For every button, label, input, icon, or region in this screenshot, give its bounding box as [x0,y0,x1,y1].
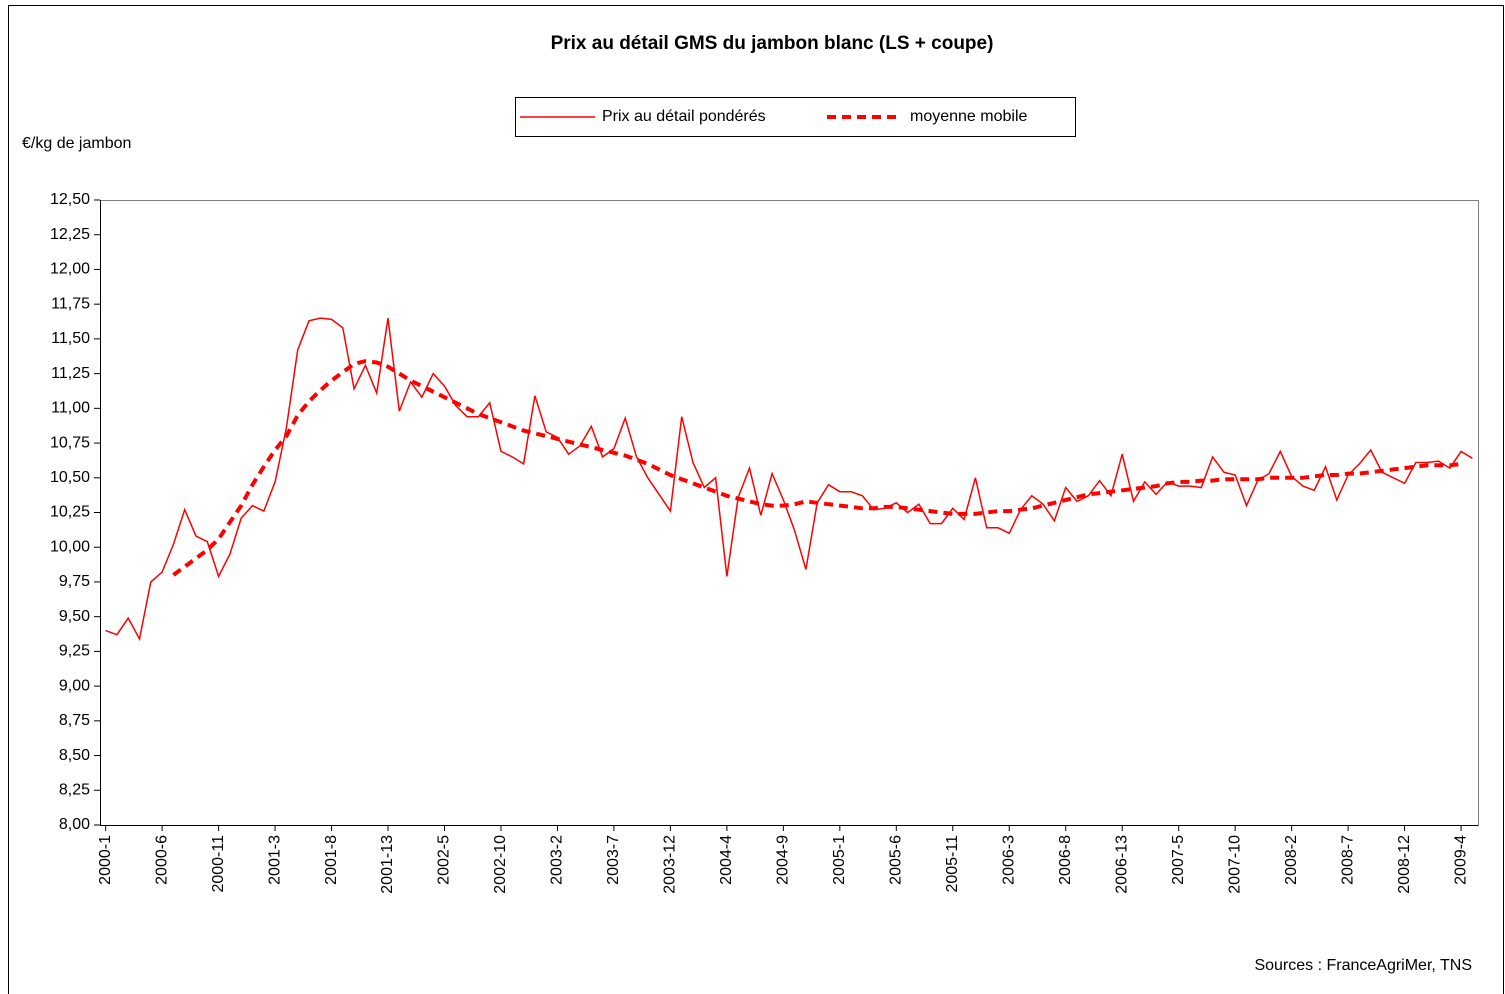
y-tick-label: 11,50 [51,330,90,347]
x-tick-label: 2004-4 [718,835,735,885]
x-tick-label: 2005-1 [831,835,848,885]
y-tick-label: 10,00 [50,538,90,555]
y-tick-label: 10,50 [50,469,90,486]
y-tick-label: 11,75 [51,295,90,312]
y-tick-label: 10,25 [50,504,90,521]
series-line [172,359,1462,577]
x-tick-label: 2001-3 [266,835,283,885]
y-tick-label: 9,75 [59,573,90,590]
y-axis-label: €/kg de jambon [22,135,131,152]
legend-box [515,97,1076,137]
y-tick-label: 12,50 [50,191,90,208]
x-tick-label: 2006-8 [1057,835,1074,885]
x-tick-label: 2000-11 [210,835,227,893]
x-tick-label: 2000-6 [153,835,170,885]
source-note: Sources : FranceAgriMer, TNS [1254,957,1472,974]
y-tick-label: 9,25 [59,643,90,660]
x-tick-label: 2005-6 [888,835,905,885]
x-tick-label: 2008-7 [1339,835,1356,885]
x-tick-label: 2000-1 [97,835,114,885]
y-tick-label: 11,25 [51,365,90,382]
x-tick-label: 2002-10 [492,835,509,894]
y-tick-label: 9,50 [59,608,90,625]
y-tick-label: 8,25 [59,781,90,798]
x-tick-label: 2002-5 [436,835,453,885]
series-line [105,317,1473,642]
x-tick-label: 2006-3 [1000,835,1017,885]
x-tick-label: 2007-5 [1170,835,1187,885]
y-tick-label: 12,25 [50,226,90,243]
x-tick-label: 2003-7 [605,835,622,885]
x-tick-label: 2003-12 [662,835,679,894]
x-tick-label: 2008-12 [1396,835,1413,894]
legend-label: Prix au détail pondérés [602,108,766,125]
y-tick-label: 11,00 [51,400,90,417]
y-tick-label: 9,00 [59,677,90,694]
y-tick-label: 8,75 [59,712,90,729]
legend-label: moyenne mobile [910,108,1028,125]
y-tick-label: 8,00 [59,816,90,833]
x-tick-label: 2005-11 [944,835,961,893]
x-tick-label: 2004-9 [775,835,792,885]
x-tick-label: 2001-8 [323,835,340,885]
chart-frame [8,5,1504,994]
y-tick-label: 8,50 [59,747,90,764]
x-tick-label: 2007-10 [1226,835,1243,894]
y-tick-label: 10,75 [50,434,90,451]
x-tick-label: 2003-2 [549,835,566,885]
x-tick-label: 2009-4 [1452,835,1469,885]
x-tick-label: 2001-13 [379,835,396,894]
chart-title: Prix au détail GMS du jambon blanc (LS +… [551,33,994,54]
x-tick-label: 2006-13 [1113,835,1130,894]
x-tick-label: 2008-2 [1283,835,1300,885]
y-tick-label: 12,00 [50,261,90,278]
